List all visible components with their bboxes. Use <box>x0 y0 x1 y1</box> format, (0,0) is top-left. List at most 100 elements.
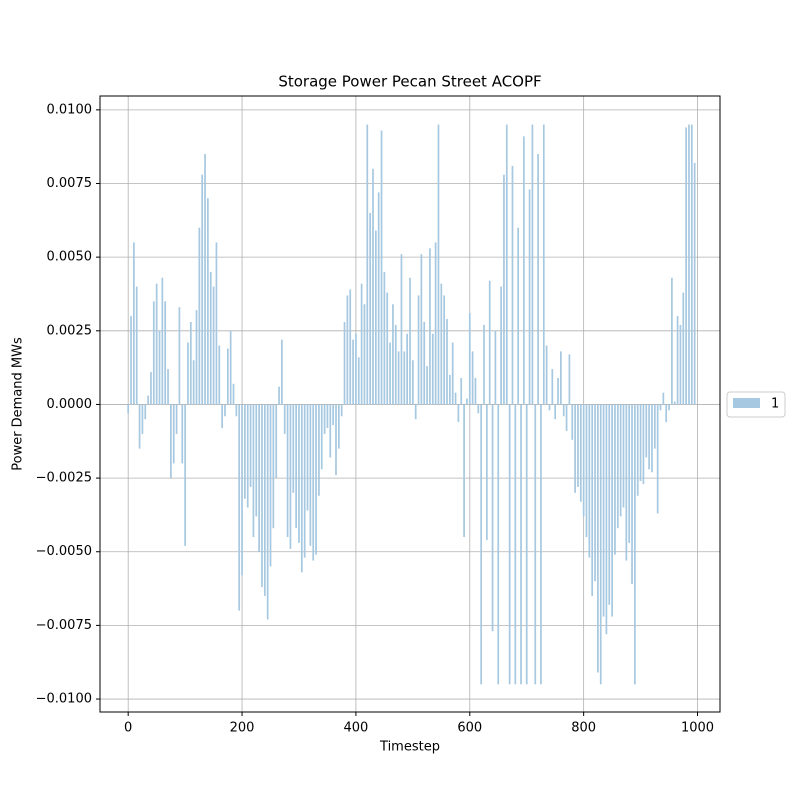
y-tick-label: 0.0000 <box>47 397 93 412</box>
bar <box>335 404 337 476</box>
bar <box>636 404 639 496</box>
bar <box>175 404 178 434</box>
y-axis-label: Power Demand MWs <box>11 337 26 471</box>
bar <box>483 324 485 405</box>
bar <box>431 333 434 405</box>
bar <box>551 369 554 405</box>
bar <box>226 348 229 405</box>
bar <box>392 304 394 405</box>
bar <box>261 404 263 588</box>
bar <box>599 404 602 685</box>
bar <box>244 404 246 499</box>
bar <box>426 366 428 405</box>
bar <box>272 404 275 529</box>
bar <box>303 404 306 558</box>
bar <box>562 404 565 417</box>
bar <box>189 321 192 405</box>
bar <box>281 339 283 405</box>
bar <box>528 189 531 405</box>
bar <box>486 404 488 540</box>
bar <box>278 386 280 405</box>
bar <box>329 404 332 458</box>
bar <box>568 354 571 405</box>
bar <box>394 324 397 405</box>
bar <box>241 404 243 576</box>
bar <box>195 310 198 405</box>
x-tick-label: 800 <box>571 721 596 736</box>
legend-label: 1 <box>771 397 779 412</box>
bar <box>411 360 414 405</box>
bar <box>258 404 260 552</box>
bar <box>286 404 289 538</box>
bar <box>673 401 676 405</box>
bar <box>471 351 474 405</box>
bar <box>232 383 235 405</box>
bar <box>403 351 406 405</box>
bar <box>141 404 144 434</box>
x-tick-label: 200 <box>230 721 255 736</box>
bar <box>690 124 693 405</box>
bar <box>201 174 204 405</box>
bar <box>221 404 223 429</box>
bar <box>255 404 258 517</box>
bar <box>306 404 309 511</box>
bar <box>235 404 238 417</box>
bar <box>463 404 465 538</box>
bar <box>318 404 320 496</box>
bar <box>372 168 374 405</box>
bar <box>668 404 670 411</box>
bar <box>517 227 520 405</box>
bar <box>355 333 357 405</box>
bar <box>508 404 511 685</box>
bar <box>653 404 656 449</box>
bar <box>292 404 295 493</box>
bar <box>246 404 249 508</box>
bar <box>639 404 642 482</box>
bar <box>374 230 377 405</box>
bar <box>685 127 687 405</box>
bar <box>440 283 443 405</box>
bar <box>625 404 628 561</box>
y-tick-label: 0.0025 <box>47 323 93 338</box>
y-tick-label: −0.0025 <box>36 471 92 486</box>
bar <box>133 242 135 405</box>
bar <box>295 404 297 529</box>
bar <box>454 392 457 405</box>
bar <box>642 404 645 484</box>
bar <box>406 333 409 405</box>
bar <box>400 254 403 405</box>
bar <box>693 162 696 405</box>
bar <box>172 404 175 464</box>
bar <box>523 136 525 405</box>
bar <box>511 165 514 405</box>
bar <box>446 319 448 405</box>
bar <box>659 404 662 411</box>
bar <box>337 404 340 449</box>
bar <box>420 254 423 405</box>
x-axis-label: Timestep <box>379 740 440 755</box>
bar <box>127 404 130 414</box>
bar <box>209 271 212 405</box>
legend-swatch <box>733 398 760 408</box>
bar <box>352 339 354 405</box>
bar <box>414 404 417 420</box>
bar <box>181 404 184 464</box>
bar <box>218 345 221 405</box>
bar <box>263 404 266 596</box>
bar <box>491 404 494 632</box>
bar <box>323 404 326 434</box>
y-tick-label: −0.0100 <box>36 692 92 707</box>
bar <box>537 154 539 405</box>
bar <box>651 404 653 473</box>
bar <box>207 198 209 405</box>
bar <box>192 360 195 405</box>
bar <box>577 404 579 487</box>
bar <box>457 404 460 423</box>
bar <box>671 277 673 405</box>
y-tick-label: 0.0100 <box>47 102 93 117</box>
bar <box>409 277 411 405</box>
bar <box>357 357 360 405</box>
bar <box>238 404 241 611</box>
bar <box>332 404 334 426</box>
